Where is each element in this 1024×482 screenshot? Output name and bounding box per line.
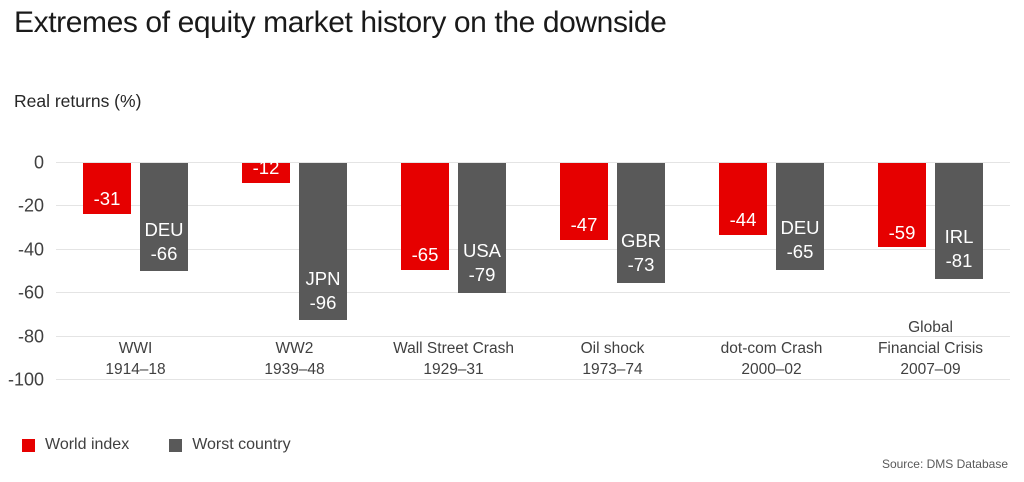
bar-value: -96	[309, 291, 337, 313]
bar-world-index: -47	[560, 163, 608, 241]
category-label-line: 1929–31	[423, 361, 484, 378]
bar-worst-country: GBR -73	[617, 163, 665, 283]
chart-title: Extremes of equity market history on the…	[14, 6, 667, 39]
bar-worst-country: DEU -66	[140, 163, 188, 272]
bar-world-index: -65	[401, 163, 449, 270]
y-tick-label: -60	[17, 282, 44, 303]
category-label-line: dot-com Crash	[720, 340, 823, 357]
bar-pair: -65 USA -79	[401, 163, 506, 327]
country-code: IRL	[944, 226, 974, 248]
bar-value-label: -44	[729, 209, 757, 231]
bar-value-label: -47	[570, 214, 598, 236]
category-label-line: Oil shock	[580, 340, 645, 357]
y-tick-label: 0	[33, 152, 44, 173]
y-tick-label: -80	[17, 326, 44, 347]
legend-swatch-icon	[169, 438, 183, 452]
category-label: Wall Street Crash 1929–31	[393, 338, 514, 380]
bar-world-index: -59	[878, 163, 926, 248]
bar-world-index: -44	[719, 163, 767, 236]
bar-pair: -31 DEU -66	[83, 163, 188, 327]
category-label: WWI 1914–18	[105, 338, 165, 380]
bar-value: -79	[468, 263, 496, 285]
legend-swatch-icon	[22, 438, 35, 452]
country-code: DEU	[780, 217, 820, 239]
gridline	[56, 205, 1010, 207]
bar-country-value-label: GBR -73	[617, 229, 665, 276]
bar-value-label: -65	[411, 243, 439, 265]
bar-pair: -12 JPN -96	[242, 157, 347, 327]
category-label-line: Financial Crisis	[877, 340, 984, 357]
bar-country-value-label: DEU -65	[776, 216, 824, 263]
legend-label: Worst country	[192, 436, 291, 453]
bar-group: -59 IRL -81 Global Financial Crisis 2007–09	[851, 163, 1010, 380]
bar-value-label: -31	[93, 188, 121, 210]
bar-value: -66	[150, 242, 178, 264]
gridline	[56, 292, 1010, 294]
category-label-line: 1973–74	[582, 361, 643, 378]
source-note: Source: DMS Database	[881, 457, 1008, 471]
bar-world-index: -31	[83, 163, 131, 214]
y-tick-label: -100	[7, 369, 44, 390]
bar-chart: 0 -20 -40 -60 -80 -100 -31 DEU -66 WWI 1914–18 -12…	[0, 153, 1010, 390]
category-label: dot-com Crash 2000–02	[721, 338, 823, 380]
bar-world-index: -12	[242, 157, 290, 183]
gridline	[56, 162, 1010, 163]
legend: World index Worst country	[22, 436, 291, 454]
bar-group: -31 DEU -66 WWI 1914–18	[56, 163, 215, 380]
gridline	[56, 248, 1010, 250]
country-code: JPN	[305, 268, 341, 290]
y-tick-label: -20	[17, 195, 44, 216]
y-axis: 0 -20 -40 -60 -80 -100	[0, 153, 44, 390]
country-code: USA	[462, 240, 502, 262]
bar-worst-country: JPN -96	[299, 163, 347, 321]
bar-group: -44 DEU -65 dot-com Crash 2000–02	[692, 163, 851, 380]
bar-worst-country: DEU -65	[776, 163, 824, 270]
y-tick-label: -40	[17, 239, 44, 260]
bar-pair: -59 IRL -81	[878, 163, 983, 306]
y-axis-title: Real returns (%)	[14, 91, 142, 111]
category-label-line: WW2	[275, 340, 314, 357]
bar-groups: -31 DEU -66 WWI 1914–18 -12 JPN -96 WW2 1939–48 -6…	[56, 157, 1010, 380]
bar-worst-country: IRL -81	[935, 163, 983, 279]
category-label-line: Global	[908, 319, 953, 336]
bar-group: -47 GBR -73 Oil shock 1973–74	[533, 163, 692, 380]
plot-area: -31 DEU -66 WWI 1914–18 -12 JPN -96 WW2 1939–48 -6…	[56, 157, 1010, 380]
legend-item: World index	[22, 436, 129, 454]
bar-value: -65	[786, 240, 814, 262]
legend-label: World index	[45, 436, 130, 453]
bar-value-label: -12	[252, 157, 280, 178]
bar-worst-country: USA -79	[458, 163, 506, 293]
category-label-line: 1914–18	[105, 361, 166, 378]
bar-country-value-label: IRL -81	[935, 225, 983, 272]
bar-country-value-label: JPN -96	[299, 267, 347, 314]
bar-value: -81	[945, 250, 973, 272]
category-label: Global Financial Crisis 2007–09	[878, 317, 983, 380]
category-label: WW2 1939–48	[264, 338, 324, 380]
bar-value-label: -59	[888, 221, 916, 243]
bar-country-value-label: DEU -66	[140, 218, 188, 265]
country-code: DEU	[144, 218, 184, 240]
bar-group: -65 USA -79 Wall Street Crash 1929–31	[374, 163, 533, 380]
bar-value: -73	[627, 254, 655, 276]
category-label-line: WWI	[118, 340, 153, 357]
gridline	[56, 335, 1010, 337]
category-label-line: 2000–02	[741, 361, 802, 378]
category-label: Oil shock 1973–74	[581, 338, 645, 380]
category-label-line: Wall Street Crash	[393, 340, 514, 357]
legend-item: Worst country	[169, 436, 291, 454]
bar-group: -12 JPN -96 WW2 1939–48	[215, 157, 374, 380]
category-label-line: 1939–48	[264, 361, 325, 378]
bar-country-value-label: USA -79	[458, 239, 506, 286]
category-label-line: 2007–09	[900, 361, 961, 378]
bar-pair: -47 GBR -73	[560, 163, 665, 327]
bar-pair: -44 DEU -65	[719, 163, 824, 327]
gridline	[56, 379, 1010, 380]
country-code: GBR	[620, 230, 662, 252]
